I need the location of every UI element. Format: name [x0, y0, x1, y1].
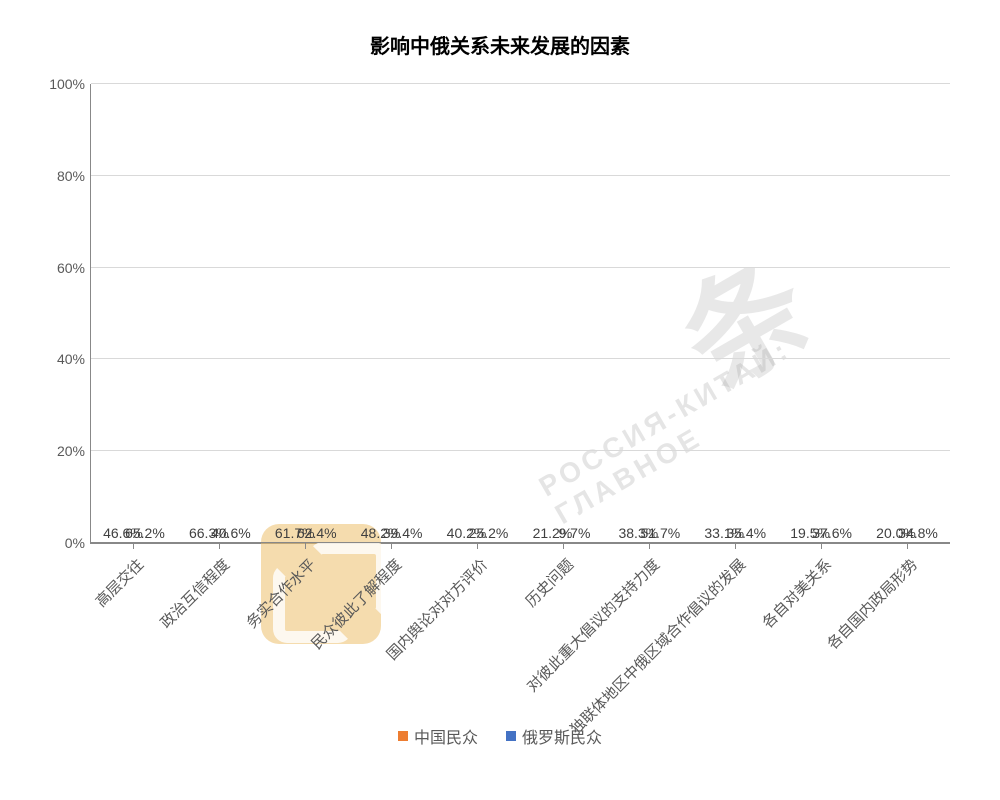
x-tick: [219, 543, 220, 549]
x-tick: [391, 543, 392, 549]
y-tick-label: 80%: [57, 168, 85, 184]
chart-title: 影响中俄关系未来发展的因素: [40, 30, 960, 59]
bar-value-label: 39.4%: [383, 525, 423, 541]
y-tick-label: 60%: [57, 260, 85, 276]
x-category-label: 独联体地区中俄区域合作倡议的发展: [565, 554, 750, 739]
x-tick: [735, 543, 736, 549]
bar-value-label: 62.4%: [297, 525, 337, 541]
x-category-label: 政治互信程度: [155, 554, 233, 632]
bar-value-label: 35.4%: [726, 525, 766, 541]
bar-value-label: 25.2%: [469, 525, 509, 541]
plot-area: 条 РОССИЯ-КИТАЙ: ГЛАВНОЕ 0%20%40%60%80%10…: [90, 84, 950, 544]
y-tick-label: 0%: [65, 535, 85, 551]
legend-label: 中国民众: [414, 724, 478, 748]
bar-value-label: 9.7%: [558, 525, 590, 541]
legend: 中国民众俄罗斯民众: [40, 724, 960, 748]
x-tick: [563, 543, 564, 549]
bar-value-label: 40.6%: [211, 525, 251, 541]
bar-value-label: 34.8%: [898, 525, 938, 541]
x-tick: [821, 543, 822, 549]
bar-value-label: 37.6%: [812, 525, 852, 541]
x-tick: [649, 543, 650, 549]
x-tick: [477, 543, 478, 549]
x-category-label: 各自对美关系: [757, 554, 835, 632]
x-tick: [907, 543, 908, 549]
x-category-label: 务实合作水平: [241, 554, 319, 632]
x-tick: [305, 543, 306, 549]
bar-value-label: 51.7%: [640, 525, 680, 541]
legend-swatch: [506, 731, 516, 741]
y-tick-label: 100%: [49, 76, 85, 92]
bars-layer: 46.6%65.2%66.3%40.6%61.7%62.4%48.2%39.4%…: [91, 84, 950, 543]
x-tick: [133, 543, 134, 549]
y-tick-label: 20%: [57, 443, 85, 459]
x-category-label: 高层交往: [91, 554, 148, 611]
bar-value-label: 65.2%: [125, 525, 165, 541]
y-tick-label: 40%: [57, 351, 85, 367]
x-category-label: 各自国内政局形势: [822, 554, 922, 654]
legend-item: 中国民众: [398, 724, 478, 748]
chart-container: 影响中俄关系未来发展的因素 条 РОССИЯ-КИТАЙ: ГЛАВНОЕ 0%…: [40, 30, 960, 770]
x-axis-labels: 高层交往政治互信程度务实合作水平民众彼此了解程度国内舆论对对方评价历史问题对彼此…: [90, 544, 950, 714]
legend-swatch: [398, 731, 408, 741]
x-category-label: 历史问题: [521, 554, 578, 611]
